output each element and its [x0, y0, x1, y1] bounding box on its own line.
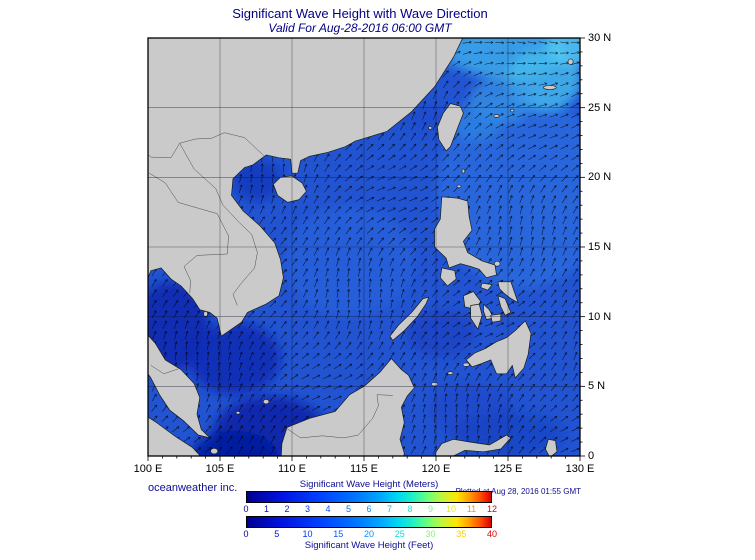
lon-label-120: 120 E	[421, 463, 451, 475]
feet-colorbar	[246, 516, 492, 528]
lon-label-110: 110 E	[278, 463, 306, 475]
wave-height-map	[147, 37, 585, 461]
lat-label-10: 10 N	[588, 310, 612, 323]
lat-label-20: 20 N	[588, 171, 612, 184]
feet-ticks-35: 35	[456, 529, 467, 539]
lat-label-0: 0	[588, 450, 595, 462]
feet-ticks-0: 0	[243, 529, 249, 539]
meters-ticks-10: 10	[445, 504, 456, 514]
feet-ticks-20: 20	[363, 529, 374, 539]
feet-ticks-40: 40	[486, 529, 497, 539]
meters-ticks-7: 7	[386, 504, 392, 514]
meters-ticks-3: 3	[304, 504, 310, 514]
feet-ticks-15: 15	[333, 529, 344, 539]
plotted-timestamp: Plotted at Aug 28, 2016 01:55 GMT	[455, 487, 581, 496]
lat-label-5: 5 N	[588, 380, 606, 393]
legend-feet-label: Significant Wave Height (Feet)	[304, 540, 434, 551]
meters-ticks-9: 9	[427, 504, 433, 514]
map-title: Significant Wave Height with Wave Direct…	[232, 6, 488, 21]
meters-ticks-2: 2	[284, 504, 290, 514]
lon-label-130: 130 E	[565, 463, 595, 475]
oceanweather-credit: oceanweather inc.	[148, 482, 238, 494]
meters-ticks-1: 1	[263, 504, 269, 514]
meters-colorbar	[246, 491, 492, 503]
feet-ticks-5: 5	[274, 529, 280, 539]
meters-ticks-8: 8	[407, 504, 413, 514]
meters-ticks-11: 11	[466, 504, 477, 514]
meters-ticks-5: 5	[345, 504, 351, 514]
meters-ticks-12: 12	[486, 504, 497, 514]
lon-label-125: 125 E	[493, 463, 523, 475]
lon-label-100: 100 E	[133, 463, 163, 475]
map-valid-time: Valid For Aug-28-2016 06:00 GMT	[268, 21, 452, 35]
feet-ticks-10: 10	[302, 529, 313, 539]
lon-label-115: 115 E	[350, 463, 378, 475]
meters-ticks-0: 0	[243, 504, 249, 514]
feet-ticks-30: 30	[425, 529, 436, 539]
lat-label-25: 25 N	[588, 101, 612, 114]
lat-label-15: 15 N	[588, 241, 612, 253]
feet-ticks-25: 25	[394, 529, 405, 539]
meters-ticks-4: 4	[325, 504, 331, 514]
meters-ticks-6: 6	[366, 504, 372, 514]
lon-label-105: 105 E	[205, 463, 235, 475]
legend-meters-label: Significant Wave Height (Meters)	[299, 479, 439, 490]
lat-label-30: 30 N	[588, 32, 612, 44]
